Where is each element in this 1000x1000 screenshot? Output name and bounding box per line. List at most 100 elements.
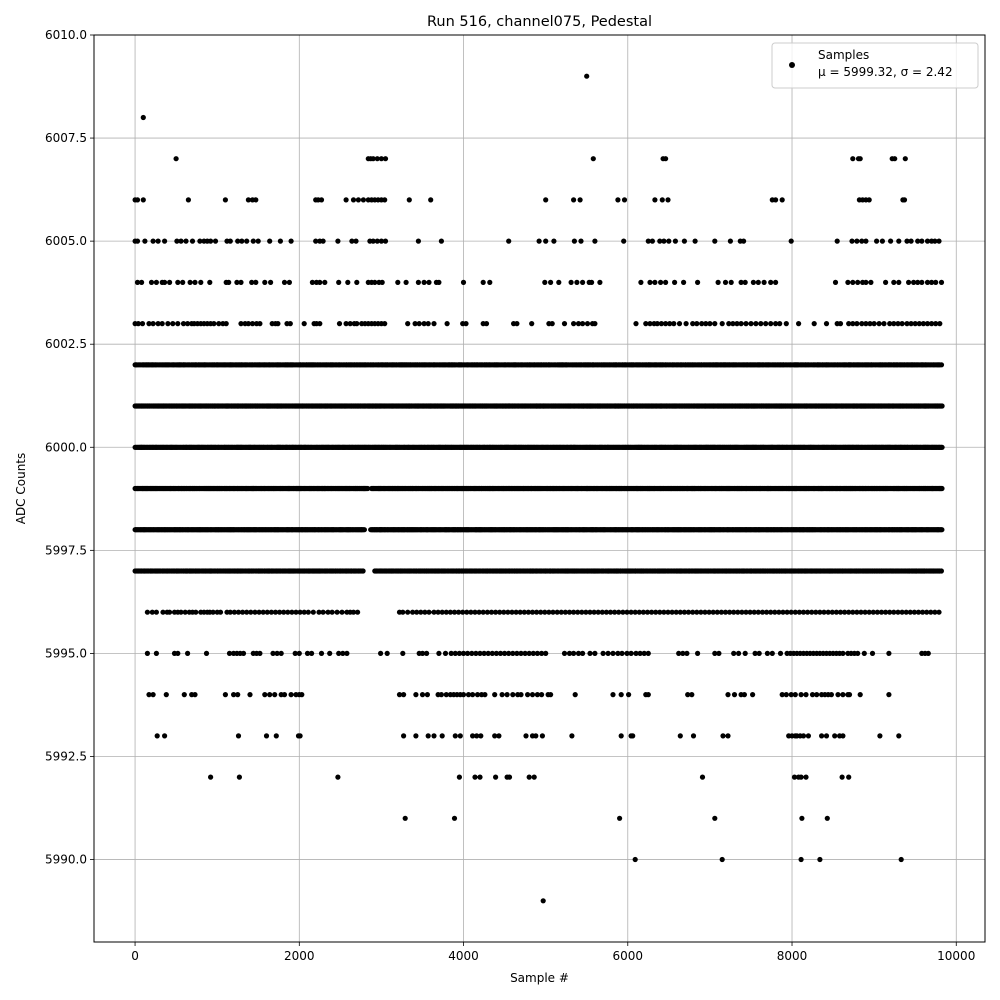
data-point	[395, 279, 401, 285]
data-point	[621, 238, 627, 244]
data-point	[796, 321, 802, 327]
data-point	[211, 321, 217, 327]
data-point	[658, 279, 664, 285]
data-point	[908, 321, 914, 327]
data-point	[773, 279, 779, 285]
data-point	[374, 238, 380, 244]
data-point	[275, 321, 281, 327]
data-point	[924, 321, 931, 327]
data-point	[431, 321, 437, 327]
data-point	[239, 238, 245, 244]
data-point	[768, 321, 774, 327]
data-point	[915, 279, 921, 285]
data-point	[416, 321, 422, 327]
data-point	[162, 279, 168, 285]
data-point	[574, 279, 580, 285]
data-point	[715, 279, 721, 285]
data-point	[597, 279, 603, 285]
data-point	[529, 321, 535, 327]
data-point	[571, 238, 578, 244]
data-point	[360, 197, 366, 203]
data-point	[592, 321, 598, 327]
data-point	[170, 321, 176, 327]
data-point	[309, 279, 315, 285]
data-point	[896, 279, 902, 285]
data-point	[185, 197, 191, 203]
data-point	[155, 238, 161, 244]
data-point	[238, 321, 244, 327]
data-point	[866, 197, 872, 203]
data-point	[891, 279, 897, 285]
data-point	[336, 279, 342, 285]
data-point	[727, 238, 734, 244]
data-point	[633, 321, 639, 327]
data-point	[652, 279, 658, 285]
data-point	[663, 279, 669, 285]
data-point	[575, 321, 582, 327]
data-point	[638, 279, 644, 285]
data-point	[924, 238, 931, 244]
data-point	[647, 279, 653, 285]
data-point	[932, 238, 938, 244]
data-point	[134, 238, 141, 244]
data-point	[846, 321, 852, 327]
data-point	[174, 238, 180, 244]
data-point	[937, 321, 943, 327]
data-point	[753, 321, 759, 327]
data-point	[741, 238, 747, 244]
data-point	[811, 321, 817, 327]
data-point	[347, 321, 353, 327]
data-point	[901, 197, 908, 203]
data-point	[694, 321, 700, 327]
data-point	[153, 279, 159, 285]
data-point	[382, 321, 388, 327]
data-point	[849, 238, 855, 244]
data-point	[277, 238, 283, 244]
data-point	[868, 279, 874, 285]
data-point	[859, 238, 865, 244]
data-point	[335, 238, 341, 244]
data-point	[672, 238, 679, 244]
data-point	[936, 238, 942, 244]
data-point	[343, 321, 349, 327]
data-point	[571, 321, 577, 327]
data-point	[268, 279, 274, 285]
data-point	[349, 238, 355, 244]
data-point	[223, 321, 229, 327]
data-point	[336, 321, 343, 327]
data-point	[142, 238, 148, 244]
data-point	[245, 197, 251, 203]
data-point	[180, 279, 186, 285]
data-point	[592, 238, 598, 244]
data-point	[876, 321, 882, 327]
data-point	[317, 321, 323, 327]
data-point	[768, 279, 774, 285]
data-point	[933, 321, 939, 327]
data-point	[871, 321, 877, 327]
data-point	[267, 238, 273, 244]
data-point	[939, 444, 945, 450]
data-point	[748, 321, 754, 327]
data-point	[406, 197, 412, 203]
data-point	[426, 279, 432, 285]
data-point	[722, 279, 729, 285]
data-point	[643, 321, 649, 327]
data-point	[692, 238, 698, 244]
data-point	[286, 279, 292, 285]
data-point	[773, 197, 779, 203]
data-point	[850, 321, 856, 327]
data-point	[382, 238, 389, 244]
data-point	[155, 321, 161, 327]
data-point	[920, 321, 927, 327]
data-point	[227, 238, 233, 244]
data-point	[863, 321, 869, 327]
data-point	[288, 238, 294, 244]
data-point	[134, 279, 141, 285]
data-point	[590, 156, 596, 162]
data-point	[730, 321, 736, 327]
data-point	[253, 279, 259, 285]
data-point	[361, 527, 367, 533]
data-point	[577, 197, 583, 203]
data-point	[421, 279, 427, 285]
data-point	[911, 279, 917, 285]
